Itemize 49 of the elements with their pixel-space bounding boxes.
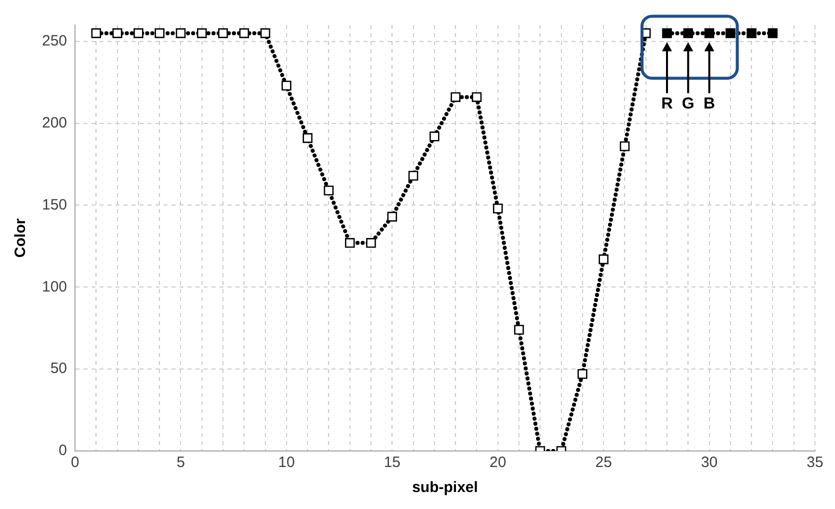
point bbox=[218, 28, 228, 38]
point bbox=[662, 28, 672, 38]
point bbox=[302, 133, 312, 143]
x-tick-label: 0 bbox=[70, 454, 80, 472]
y-tick-label: 250 bbox=[42, 32, 68, 50]
point bbox=[282, 80, 292, 91]
y-tick-label: 200 bbox=[42, 114, 68, 132]
x-tick-label: 20 bbox=[490, 454, 506, 472]
point bbox=[746, 28, 756, 38]
annotation: G bbox=[682, 96, 694, 113]
annotation: R bbox=[661, 96, 674, 113]
point bbox=[91, 28, 102, 38]
y-tick-label: 100 bbox=[42, 278, 68, 296]
y-tick-label: 150 bbox=[42, 196, 68, 214]
point bbox=[430, 132, 440, 142]
annotation: B bbox=[704, 96, 716, 113]
point bbox=[683, 28, 694, 38]
point bbox=[324, 186, 334, 196]
point bbox=[176, 28, 186, 38]
x-tick-label: 5 bbox=[176, 454, 185, 472]
point bbox=[387, 212, 398, 222]
y-tick-label: 50 bbox=[50, 360, 68, 378]
point bbox=[492, 204, 503, 214]
y-axis-title: Color bbox=[12, 218, 30, 258]
point bbox=[450, 92, 460, 102]
point bbox=[472, 92, 482, 102]
point bbox=[112, 28, 122, 38]
point bbox=[196, 28, 207, 38]
point bbox=[514, 324, 524, 335]
point bbox=[704, 28, 714, 38]
point bbox=[620, 141, 630, 152]
point bbox=[598, 254, 608, 264]
point bbox=[260, 28, 270, 38]
point bbox=[768, 28, 778, 38]
point bbox=[366, 238, 376, 248]
point bbox=[134, 28, 144, 38]
point bbox=[408, 170, 418, 181]
x-tick-label: 25 bbox=[595, 454, 612, 472]
point bbox=[154, 28, 164, 38]
y-tick-label: 0 bbox=[58, 442, 68, 460]
x-tick-label: 30 bbox=[700, 454, 718, 472]
x-axis-title: sub-pixel bbox=[412, 479, 478, 496]
point bbox=[344, 238, 355, 248]
point bbox=[726, 28, 736, 38]
x-tick-label: 35 bbox=[806, 454, 824, 472]
point bbox=[239, 28, 250, 38]
point bbox=[578, 369, 588, 379]
x-tick-label: 15 bbox=[384, 454, 400, 472]
x-tick-label: 10 bbox=[278, 454, 295, 472]
